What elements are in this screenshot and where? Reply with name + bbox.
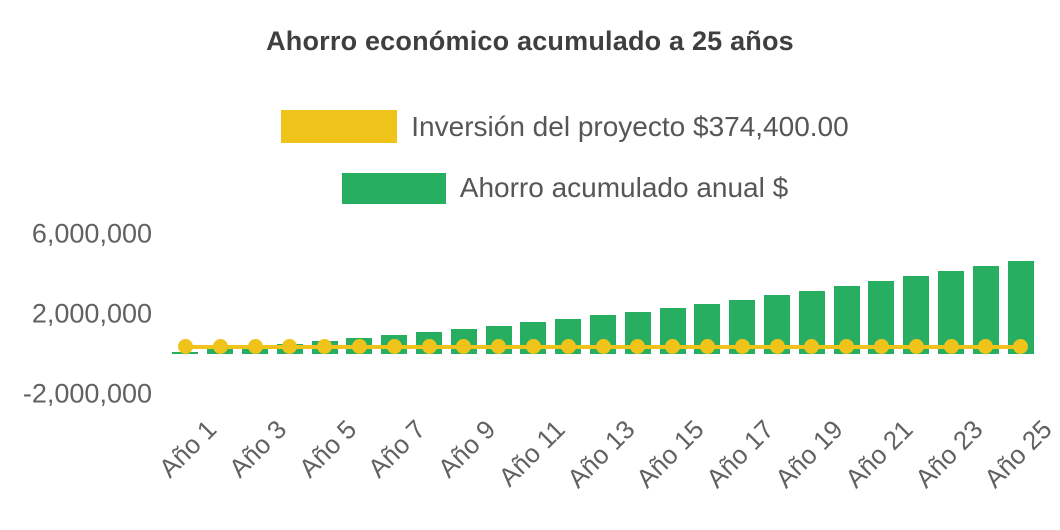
point-ano-7[interactable] <box>386 339 402 354</box>
point-ano-6[interactable] <box>351 339 367 354</box>
x-axis-label-ano-23: Año 23 <box>908 414 989 494</box>
y-axis-tick: -2,000,000 <box>22 378 152 409</box>
legend-swatch-savings <box>341 172 446 204</box>
point-ano-13[interactable] <box>595 339 611 354</box>
legend-swatch-investment <box>281 110 398 143</box>
point-ano-3[interactable] <box>247 339 263 354</box>
point-ano-16[interactable] <box>699 339 715 354</box>
point-ano-10[interactable] <box>491 339 507 354</box>
point-ano-8[interactable] <box>421 339 437 354</box>
point-ano-15[interactable] <box>665 339 681 354</box>
point-ano-25[interactable] <box>1013 339 1029 354</box>
x-axis-label-ano-25: Año 25 <box>978 414 1058 494</box>
legend-item-savings: Ahorro acumulado anual $ <box>35 172 1060 204</box>
point-ano-22[interactable] <box>908 339 924 354</box>
point-ano-11[interactable] <box>525 339 541 354</box>
x-axis-label-ano-19: Año 19 <box>769 414 850 494</box>
point-ano-2[interactable] <box>212 339 228 354</box>
y-axis-tick: 2,000,000 <box>31 298 152 329</box>
x-axis-label-ano-21: Año 21 <box>839 414 919 494</box>
x-axis-label-ano-1: Año 1 <box>153 414 223 484</box>
point-ano-24[interactable] <box>978 339 994 354</box>
x-axis-label-ano-11: Año 11 <box>492 414 571 493</box>
x-axis-label-ano-5: Año 5 <box>292 414 362 484</box>
point-ano-21[interactable] <box>873 339 889 354</box>
point-ano-18[interactable] <box>769 339 785 354</box>
point-ano-12[interactable] <box>560 339 576 354</box>
x-axis-label-ano-17: Año 17 <box>699 414 780 494</box>
point-ano-14[interactable] <box>630 339 646 354</box>
point-ano-20[interactable] <box>839 339 855 354</box>
x-axis-label-ano-3: Año 3 <box>222 414 293 484</box>
legend-label-investment: Inversión del proyecto $374,400.00 <box>411 110 849 142</box>
x-axis-label-ano-9: Año 9 <box>431 414 502 484</box>
point-ano-4[interactable] <box>282 339 298 354</box>
chart-title: Ahorro económico acumulado a 25 años <box>266 26 794 56</box>
x-axis-label-ano-7: Año 7 <box>362 414 432 484</box>
point-ano-5[interactable] <box>317 339 333 354</box>
point-ano-19[interactable] <box>804 339 820 354</box>
point-ano-1[interactable] <box>177 339 193 354</box>
x-axis-label-ano-15: Año 15 <box>630 414 710 494</box>
bar-ano-25[interactable] <box>1007 260 1034 354</box>
y-axis-tick: 6,000,000 <box>31 218 152 249</box>
point-ano-23[interactable] <box>943 339 959 354</box>
point-ano-17[interactable] <box>734 339 750 354</box>
legend-item-investment: Inversión del proyecto $374,400.00 <box>35 110 1060 143</box>
x-axis-label-ano-13: Año 13 <box>560 414 641 494</box>
point-ano-9[interactable] <box>456 339 472 354</box>
legend-label-savings: Ahorro acumulado anual $ <box>459 172 789 203</box>
